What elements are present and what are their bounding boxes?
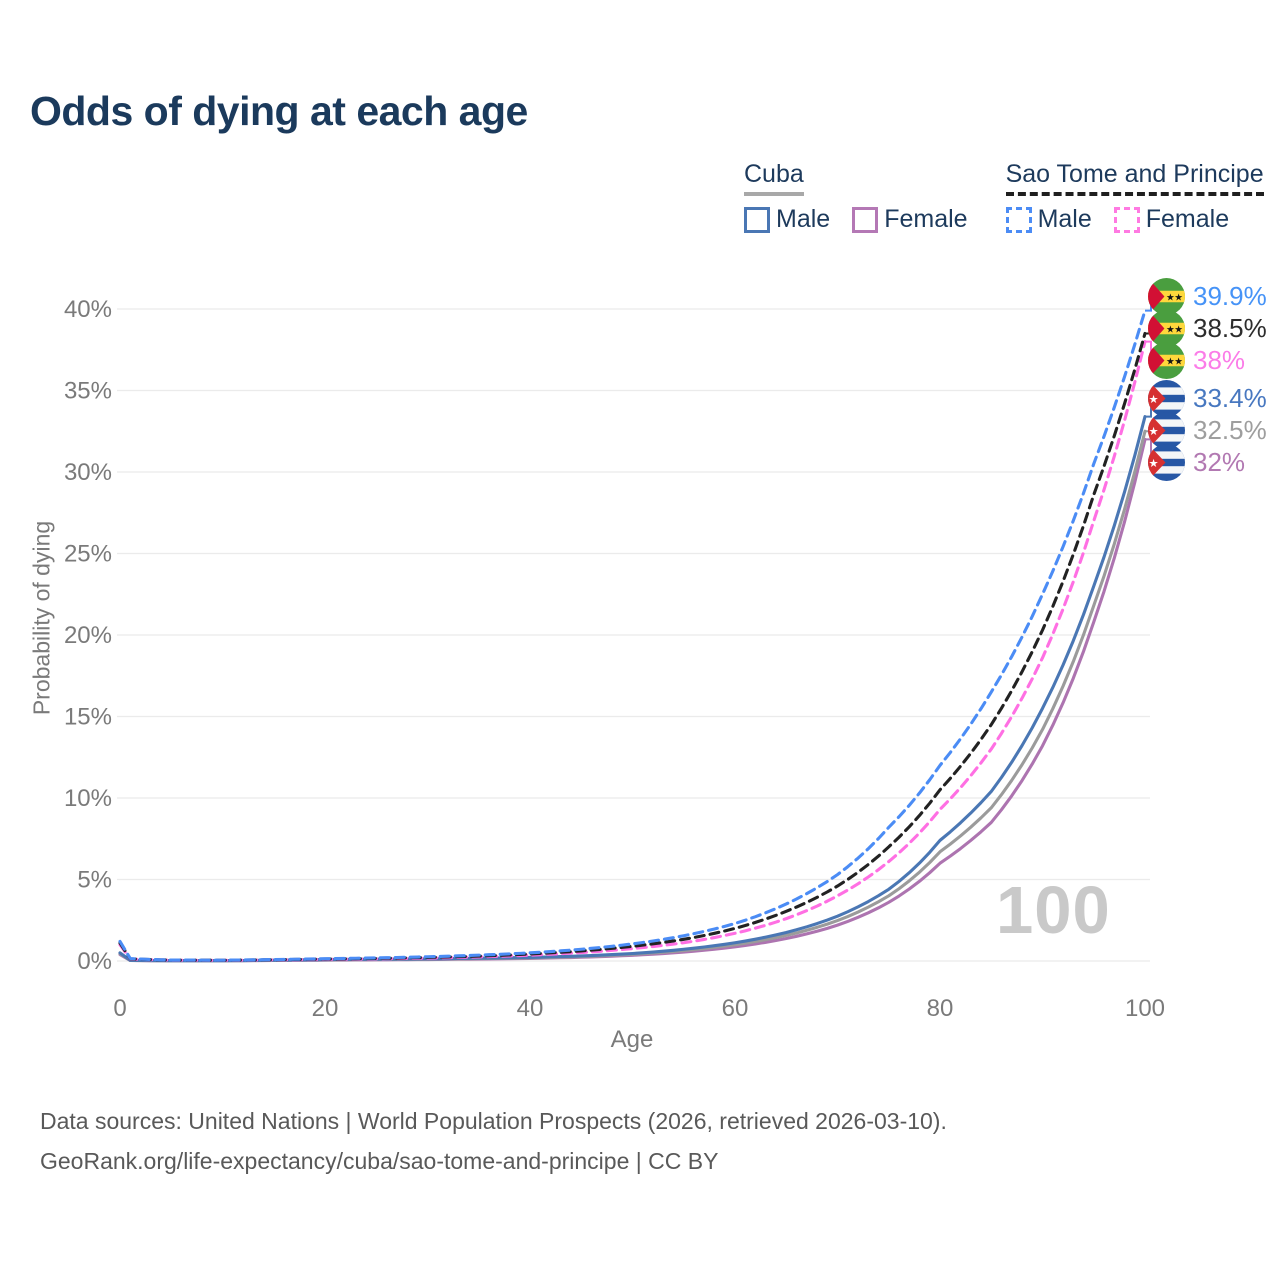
legend-group-cuba-title: Cuba — [744, 160, 804, 196]
end-label-cuba-female: ★ 32% — [1148, 443, 1245, 481]
y-axis-title: Probability of dying — [28, 520, 55, 716]
x-tick-label: 60 — [722, 995, 749, 1022]
y-tick-label: 30% — [64, 459, 112, 486]
end-label-value: 38% — [1193, 344, 1246, 375]
y-tick-label: 20% — [64, 622, 112, 649]
legend-group-sao-tome-title: Sao Tome and Principe — [1005, 160, 1264, 196]
end-label-sao-tome-both: ★ ★ 38.5% — [1148, 309, 1267, 347]
legend-group-sao-tome: Sao Tome and Principe Male Female — [1005, 160, 1264, 234]
y-tick-label: 35% — [64, 378, 112, 405]
svg-text:★: ★ — [1174, 324, 1183, 335]
end-label-sao-tome-male: ★ ★ 39.9% — [1148, 277, 1267, 315]
legend-item-label: Male — [776, 205, 831, 233]
line-cuba-both — [118, 429, 1147, 963]
legend-group-cuba: Cuba Male Female — [744, 160, 968, 234]
watermark-age-100: 100 — [996, 873, 1111, 948]
end-label-cuba-male: ★ 33.4% — [1148, 379, 1267, 417]
end-label-cuba-both: ★ 32.5% — [1148, 411, 1267, 449]
cuba-female-swatch-icon — [852, 206, 879, 233]
sao-tome-flag-icon: ★ ★ — [1148, 309, 1185, 347]
legend-group-sao-tome-items: Male Female — [1005, 205, 1230, 234]
cuba-flag-icon: ★ — [1148, 411, 1185, 449]
svg-text:★: ★ — [1174, 292, 1183, 303]
end-label-value: 32.5% — [1193, 414, 1267, 445]
legend-item-label: Male — [1037, 205, 1092, 233]
legend-item-label: Female — [884, 205, 968, 233]
svg-text:★: ★ — [1174, 356, 1183, 367]
svg-text:★: ★ — [1166, 356, 1175, 367]
x-tick-label: 40 — [517, 995, 544, 1022]
legend-group-cuba-items: Male Female — [744, 205, 968, 234]
x-tick-label: 20 — [312, 995, 339, 1022]
end-label-sao-tome-female: ★ ★ 38% — [1148, 341, 1245, 379]
line-sao-tome-both — [118, 331, 1147, 962]
legend-item-cuba-male[interactable]: Male — [744, 205, 830, 234]
legend-item-label: Female — [1145, 205, 1230, 233]
end-label-value: 33.4% — [1193, 382, 1267, 413]
line-sao-tome-male — [118, 309, 1147, 962]
legend: Cuba Male Female Sao Tome and Principe M… — [744, 160, 1264, 234]
y-tick-label: 15% — [64, 704, 112, 731]
cuba-flag-icon: ★ — [1148, 443, 1185, 481]
svg-text:★: ★ — [1166, 292, 1175, 303]
end-label-value: 32% — [1193, 446, 1246, 477]
line-sao-tome-female — [118, 340, 1147, 962]
sao-tome-flag-icon: ★ ★ — [1148, 277, 1185, 315]
y-tick-label: 40% — [64, 296, 112, 323]
y-tick-label: 10% — [64, 785, 112, 812]
x-axis-title: Age — [610, 1026, 654, 1053]
y-tick-label: 25% — [64, 541, 112, 568]
sao-tome-female-swatch-icon — [1113, 206, 1140, 233]
page-title: Odds of dying at each age — [30, 88, 528, 134]
sao-tome-flag-icon: ★ ★ — [1148, 341, 1185, 379]
legend-item-sao-tome-male[interactable]: Male — [1005, 205, 1092, 234]
line-chart: 0% 5% 10% 15% 20% 25% 30% 35% 40% 0 20 40 60 80 100 — [64, 295, 1165, 1022]
y-tick-label: 0% — [77, 948, 112, 975]
footer-attribution: GeoRank.org/life-expectancy/cuba/sao-tom… — [40, 1148, 719, 1174]
y-tick-label: 5% — [77, 867, 112, 894]
legend-item-sao-tome-female[interactable]: Female — [1113, 205, 1230, 234]
sao-tome-male-swatch-icon — [1005, 206, 1032, 233]
x-tick-label: 100 — [1125, 995, 1165, 1022]
x-tick-label: 80 — [927, 995, 954, 1022]
cuba-flag-icon: ★ — [1148, 379, 1185, 417]
cuba-male-swatch-icon — [744, 206, 770, 233]
line-cuba-female — [118, 437, 1147, 963]
svg-text:★: ★ — [1149, 425, 1159, 438]
x-tick-label: 0 — [113, 995, 126, 1022]
end-label-value: 38.5% — [1193, 312, 1267, 343]
footer-data-sources: Data sources: United Nations | World Pop… — [40, 1108, 947, 1134]
end-label-value: 39.9% — [1193, 280, 1267, 311]
svg-text:★: ★ — [1166, 324, 1175, 335]
svg-text:★: ★ — [1149, 393, 1159, 406]
legend-item-cuba-female[interactable]: Female — [852, 205, 968, 234]
svg-text:★: ★ — [1149, 457, 1159, 470]
